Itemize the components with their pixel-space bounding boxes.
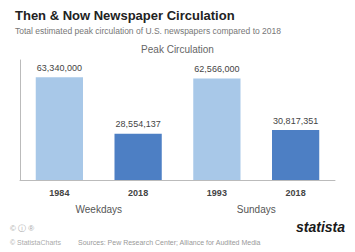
svg-text:62,566,000: 62,566,000 — [194, 64, 239, 74]
svg-text:Total estimated peak circulati: Total estimated peak circulation of U.S.… — [15, 26, 281, 36]
svg-text:Sources: Pew Research Center;: Sources: Pew Research Center; Alliance f… — [78, 239, 261, 246]
svg-text:1993: 1993 — [207, 188, 227, 198]
svg-text:63,340,000: 63,340,000 — [37, 63, 82, 73]
svg-text:© StatistaCharts: © StatistaCharts — [10, 239, 62, 246]
svg-text:statista: statista — [296, 219, 345, 235]
svg-text:Weekdays: Weekdays — [75, 204, 122, 215]
svg-text:Then & Now Newspaper Circulati: Then & Now Newspaper Circulation — [15, 8, 235, 23]
svg-text:Sundays: Sundays — [237, 204, 276, 215]
svg-text:2018: 2018 — [128, 188, 148, 198]
svg-text:2018: 2018 — [286, 188, 306, 198]
svg-text:© ⓘ ®: © ⓘ ® — [10, 224, 34, 233]
svg-text:1984: 1984 — [49, 188, 69, 198]
svg-text:28,554,137: 28,554,137 — [116, 119, 161, 129]
svg-text:30,817,351: 30,817,351 — [273, 116, 318, 126]
svg-text:Peak Circulation: Peak Circulation — [141, 44, 214, 55]
